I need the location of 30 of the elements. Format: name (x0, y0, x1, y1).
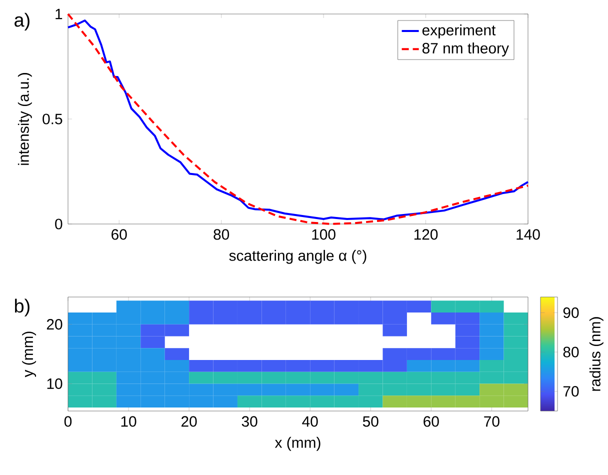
x-tick-label: 140 (516, 229, 540, 240)
legend-label: 87 nm theory (422, 42, 509, 56)
x-tick-label: 120 (414, 229, 438, 240)
color-bar-title: radius (nm) (589, 317, 604, 391)
x-tick-label: 20 (181, 416, 197, 427)
x-tick-label: 70 (484, 416, 500, 427)
color-bar-label: 90 (563, 307, 579, 318)
color-bar-label: 70 (563, 386, 579, 397)
y-tick-label: 20 (46, 319, 62, 330)
y-tick-label: 0.5 (42, 114, 62, 124)
y-tick-label: 0 (55, 218, 62, 230)
text: a) (14, 12, 30, 31)
text: b) (15, 298, 30, 316)
x-tick-label: 30 (242, 416, 258, 427)
x-tick-label: 50 (362, 416, 378, 427)
x-tick-label: 60 (112, 229, 127, 240)
color-bar-label: 80 (563, 346, 579, 358)
x-tick-label: 100 (312, 229, 336, 240)
y-tick-label: 1 (56, 8, 62, 20)
legend-label: experiment (422, 24, 496, 38)
y-tick-label: 10 (47, 378, 62, 389)
x-axis-title: x (mm) (274, 436, 320, 451)
y-axis-title: y (mm) (22, 332, 36, 378)
x-tick-label: 60 (424, 416, 439, 427)
x-tick-label: 40 (302, 416, 318, 427)
y-axis-title: intensity (a.u.) (18, 73, 32, 165)
x-tick-label: 0 (64, 416, 72, 427)
x-axis-title: scattering angle α (°) (229, 250, 366, 264)
x-tick-label: 80 (214, 229, 230, 240)
x-tick-label: 10 (121, 416, 136, 427)
